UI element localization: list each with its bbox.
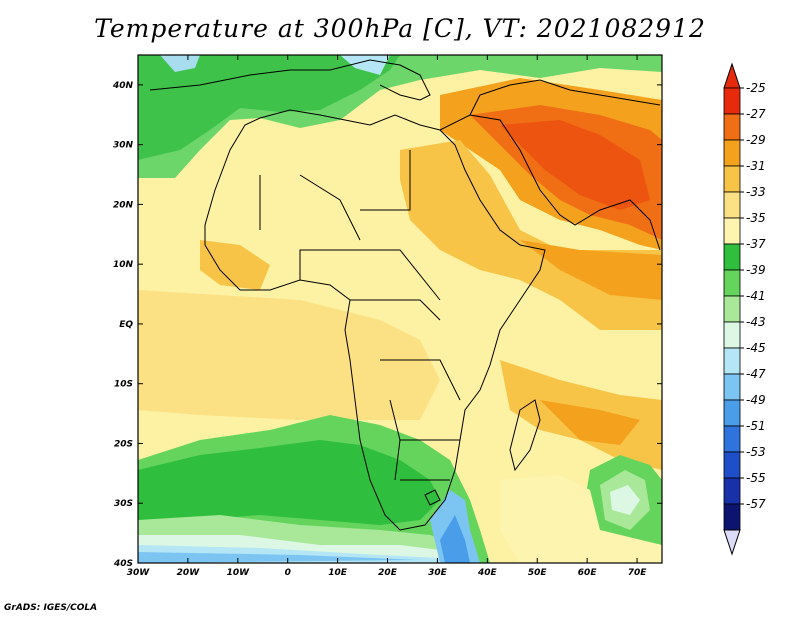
- colorbar-swatch: [723, 477, 741, 505]
- colorbar-swatch: [723, 451, 741, 479]
- lon-label: 30W: [127, 568, 151, 578]
- lon-label: 60E: [578, 568, 598, 578]
- colorbar-label: -37: [746, 237, 766, 251]
- colorbar-swatch: [723, 139, 741, 167]
- colorbar-label: -53: [746, 445, 766, 459]
- colorbar-label: -35: [746, 211, 766, 225]
- temperature-field: [138, 55, 662, 563]
- lon-label: 70E: [628, 568, 648, 578]
- colorbar-label: -49: [746, 393, 766, 407]
- colorbar-top-arrow: [723, 62, 741, 89]
- colorbar-label: -45: [746, 341, 766, 355]
- colorbar-swatch: [723, 269, 741, 297]
- colorbar-label: -57: [746, 497, 766, 511]
- lat-label: 40N: [112, 81, 134, 91]
- lon-label: 10E: [328, 568, 348, 578]
- colorbar-label: -41: [746, 289, 766, 303]
- lon-label: 0: [285, 568, 291, 578]
- colorbar-swatch: [723, 191, 741, 219]
- colorbar-swatch: [723, 347, 741, 375]
- colorbar-label: -55: [746, 471, 766, 485]
- lon-label: 10W: [227, 568, 251, 578]
- lat-label: EQ: [119, 320, 133, 330]
- colorbar-swatch: [723, 113, 741, 141]
- colorbar-swatch: [723, 373, 741, 401]
- lat-label: 30N: [113, 141, 134, 151]
- lat-label: 20N: [113, 200, 134, 210]
- lat-label: 20S: [114, 439, 133, 449]
- colorbar-label: -29: [746, 133, 766, 147]
- map-title: Temperature at 300hPa [C], VT: 202108291…: [94, 14, 706, 43]
- colorbar-label: -31: [746, 159, 766, 173]
- coastlines: [149, 59, 661, 531]
- colorbar-swatch: [723, 87, 741, 115]
- colorbar-label: -47: [746, 367, 766, 381]
- lat-label: 10S: [114, 380, 133, 390]
- longitude-axis: 30W 20W 10W 0 10E 20E 30E 40E 50E 60E 70E: [127, 55, 647, 578]
- colorbar-swatch: [723, 503, 741, 531]
- plot-frame: [137, 54, 663, 564]
- lat-label: 40S: [113, 559, 133, 569]
- colorbar-label: -33: [746, 185, 766, 199]
- lon-label: 20W: [177, 568, 201, 578]
- lon-label: 30E: [428, 568, 448, 578]
- colorbar-swatch: [723, 321, 741, 349]
- colorbar-label: -51: [746, 419, 766, 433]
- colorbar-bottom-arrow: [723, 529, 741, 556]
- lat-label: 30S: [114, 499, 133, 509]
- colorbar-label: -25: [746, 81, 766, 95]
- colorbar-label: -39: [746, 263, 766, 277]
- credit-label: GrADS: IGES/COLA: [4, 603, 98, 613]
- latitude-axis: 40N 30N 20N 10N EQ 10S 20S 30S 40S: [112, 81, 662, 569]
- lat-label: 10N: [113, 260, 134, 270]
- lon-label: 50E: [528, 568, 548, 578]
- colorbar-swatch: [723, 425, 741, 453]
- lon-label: 20E: [378, 568, 398, 578]
- colorbar-label: -27: [746, 107, 766, 121]
- lon-label: 40E: [477, 568, 498, 578]
- colorbar-swatch: [723, 295, 741, 323]
- colorbar-swatch: [723, 399, 741, 427]
- colorbar-swatch: [723, 217, 741, 245]
- colorbar-label: -43: [746, 315, 766, 329]
- colorbar-swatch: [723, 243, 741, 271]
- colorbar-swatch: [723, 165, 741, 193]
- colorbar: -25 -27 -29 -31 -33 -35 -37 -39 -41 -43 -45 -47 -49 -…: [723, 62, 766, 556]
